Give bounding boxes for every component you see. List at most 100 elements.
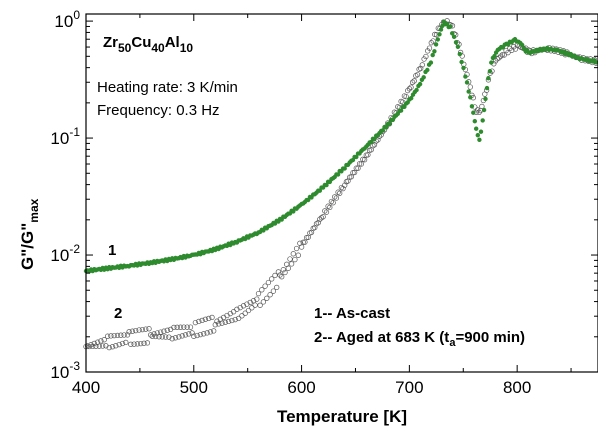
data-point bbox=[428, 40, 434, 46]
data-point bbox=[86, 343, 92, 350]
data-point bbox=[171, 324, 177, 331]
data-point bbox=[113, 343, 119, 349]
data-point bbox=[206, 315, 212, 322]
data-point bbox=[472, 118, 477, 124]
data-point bbox=[425, 67, 430, 73]
data-point bbox=[98, 338, 104, 344]
data-point bbox=[274, 284, 280, 291]
data-point bbox=[448, 24, 453, 29]
data-point bbox=[293, 245, 300, 252]
data-point bbox=[337, 190, 343, 196]
data-point bbox=[235, 315, 242, 322]
data-point bbox=[219, 320, 225, 326]
data-point bbox=[182, 332, 189, 338]
data-point bbox=[317, 216, 323, 222]
data-point bbox=[174, 324, 180, 330]
data-point bbox=[459, 59, 464, 65]
data-point bbox=[225, 318, 232, 325]
data-point bbox=[262, 283, 268, 289]
data-point bbox=[340, 185, 346, 192]
data-point bbox=[119, 340, 126, 347]
data-point bbox=[519, 42, 525, 48]
data-point bbox=[232, 316, 238, 323]
data-point bbox=[116, 341, 122, 348]
data-point bbox=[138, 340, 144, 347]
data-point bbox=[101, 337, 107, 343]
series-1-number-label: 1 bbox=[108, 242, 116, 259]
data-point bbox=[387, 121, 392, 127]
data-point bbox=[177, 324, 184, 330]
data-point bbox=[282, 269, 288, 276]
data-point bbox=[255, 290, 262, 297]
data-point bbox=[418, 65, 424, 72]
data-point bbox=[463, 74, 468, 79]
data-point bbox=[187, 324, 194, 330]
data-point bbox=[269, 276, 275, 282]
data-point bbox=[474, 126, 479, 131]
x-tick-label: 500 bbox=[180, 378, 208, 397]
data-point bbox=[114, 332, 121, 339]
data-point bbox=[194, 332, 200, 339]
data-point bbox=[288, 261, 295, 267]
legend-entry-as-cast: 1-- As-cast bbox=[314, 305, 390, 322]
data-point bbox=[128, 341, 134, 347]
data-point bbox=[417, 81, 423, 87]
data-point bbox=[496, 55, 502, 61]
data-point bbox=[505, 49, 511, 56]
data-point bbox=[131, 341, 137, 347]
data-point bbox=[272, 272, 278, 279]
heating-rate-annotation: Heating rate: 3 K/min bbox=[97, 79, 238, 96]
data-point bbox=[484, 85, 490, 91]
data-point bbox=[432, 49, 437, 54]
data-point bbox=[398, 108, 404, 113]
data-point bbox=[342, 166, 347, 171]
data-point bbox=[275, 269, 282, 275]
data-point bbox=[257, 302, 263, 308]
data-point bbox=[451, 34, 457, 39]
data-point bbox=[133, 327, 139, 334]
chart-title: Zr50Cu40Al10 bbox=[103, 34, 193, 55]
data-point bbox=[467, 84, 473, 90]
x-tick-label: 700 bbox=[395, 378, 423, 397]
data-point bbox=[191, 333, 197, 339]
data-point bbox=[469, 104, 475, 109]
data-point bbox=[184, 324, 190, 330]
data-point bbox=[279, 274, 285, 280]
data-point bbox=[179, 333, 185, 339]
data-point bbox=[207, 329, 214, 335]
data-point bbox=[143, 326, 149, 332]
data-point bbox=[435, 37, 440, 42]
data-point bbox=[438, 27, 444, 32]
series-1-as-cast bbox=[83, 19, 598, 274]
data-point bbox=[481, 107, 487, 113]
data-point bbox=[186, 331, 192, 337]
data-point bbox=[239, 313, 245, 319]
data-point bbox=[421, 75, 426, 80]
data-point bbox=[264, 295, 270, 301]
y-tick-label: 10-3 bbox=[50, 359, 80, 382]
data-point bbox=[292, 256, 298, 263]
data-point bbox=[468, 95, 473, 100]
data-point bbox=[108, 333, 114, 339]
data-point bbox=[159, 334, 165, 340]
data-point bbox=[423, 53, 429, 60]
data-point bbox=[361, 157, 368, 163]
data-point bbox=[126, 329, 132, 335]
data-point bbox=[425, 48, 431, 54]
data-point bbox=[192, 319, 199, 326]
x-tick-label: 800 bbox=[503, 378, 531, 397]
data-point bbox=[430, 52, 435, 58]
data-point bbox=[455, 44, 461, 49]
data-point bbox=[197, 331, 204, 338]
data-point bbox=[426, 45, 433, 51]
data-point bbox=[471, 110, 476, 115]
data-point bbox=[498, 53, 504, 59]
data-point bbox=[139, 326, 146, 333]
data-point bbox=[477, 137, 482, 143]
data-point bbox=[333, 195, 340, 201]
data-point bbox=[196, 318, 202, 325]
data-point bbox=[123, 339, 129, 346]
data-point bbox=[134, 341, 141, 347]
y-axis-title: G"/G"max bbox=[18, 198, 41, 270]
